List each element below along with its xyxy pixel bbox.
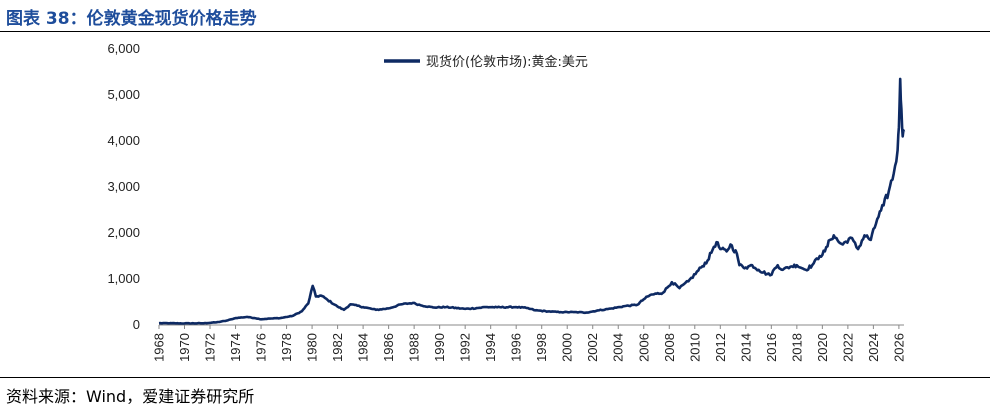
figure-title: 图表 38：伦敦黄金现货价格走势 [6,9,257,29]
x-tick-label: 1992 [458,333,473,362]
x-tick-label: 2014 [738,333,753,362]
y-tick-label: 0 [133,317,140,332]
x-tick-label: 2012 [713,333,728,362]
y-tick-label: 1,000 [107,271,140,286]
x-tick-label: 1970 [177,333,192,362]
x-tick-label: 1980 [305,333,320,362]
x-tick-label: 1978 [279,333,294,362]
x-tick-label: 1968 [152,333,167,362]
x-tick-label: 1986 [381,333,396,362]
x-tick-label: 2024 [866,333,881,362]
x-axis: 1968 1970 1972 1974 1976 1978 1980 1982 1984 1986… [152,324,906,362]
x-tick-label: 2008 [662,333,677,362]
legend-label: 现货价(伦敦市场):黄金:美元 [426,54,588,70]
x-tick-label: 1998 [534,333,549,362]
y-axis: 0 1,000 2,000 3,000 4,000 5,000 6,000 [107,41,140,332]
y-tick-label: 2,000 [107,225,140,240]
x-tick-label: 1988 [407,333,422,362]
x-tick-label: 1990 [432,333,447,362]
x-tick-label: 2004 [611,333,626,362]
x-tick-label: 2022 [840,333,855,362]
x-tick-label: 2020 [815,333,830,362]
y-tick-label: 5,000 [107,87,140,102]
gold-price-line [158,77,906,325]
y-tick-label: 4,000 [107,133,140,148]
y-tick-label: 6,000 [107,41,140,56]
title-divider [0,31,990,32]
y-tick-label: 3,000 [107,179,140,194]
x-tick-label: 2018 [789,333,804,362]
chart-legend: 现货价(伦敦市场):黄金:美元 [384,54,588,70]
x-tick-label: 1982 [330,333,345,362]
source-divider [0,377,990,378]
x-tick-label: 1984 [356,333,371,362]
figure-source: 资料来源：Wind，爱建证券研究所 [6,387,255,406]
x-tick-label: 2006 [636,333,651,362]
x-tick-label: 1994 [483,333,498,362]
x-tick-label: 1996 [509,333,524,362]
x-tick-label: 2026 [891,333,906,362]
plot-area [158,77,906,325]
x-tick-label: 2010 [687,333,702,362]
x-tick-label: 1976 [254,333,269,362]
x-tick-label: 2000 [560,333,575,362]
x-tick-label: 2016 [764,333,779,362]
x-tick-label: 1974 [228,333,243,362]
x-tick-label: 2002 [585,333,600,362]
x-tick-label: 1972 [203,333,218,362]
